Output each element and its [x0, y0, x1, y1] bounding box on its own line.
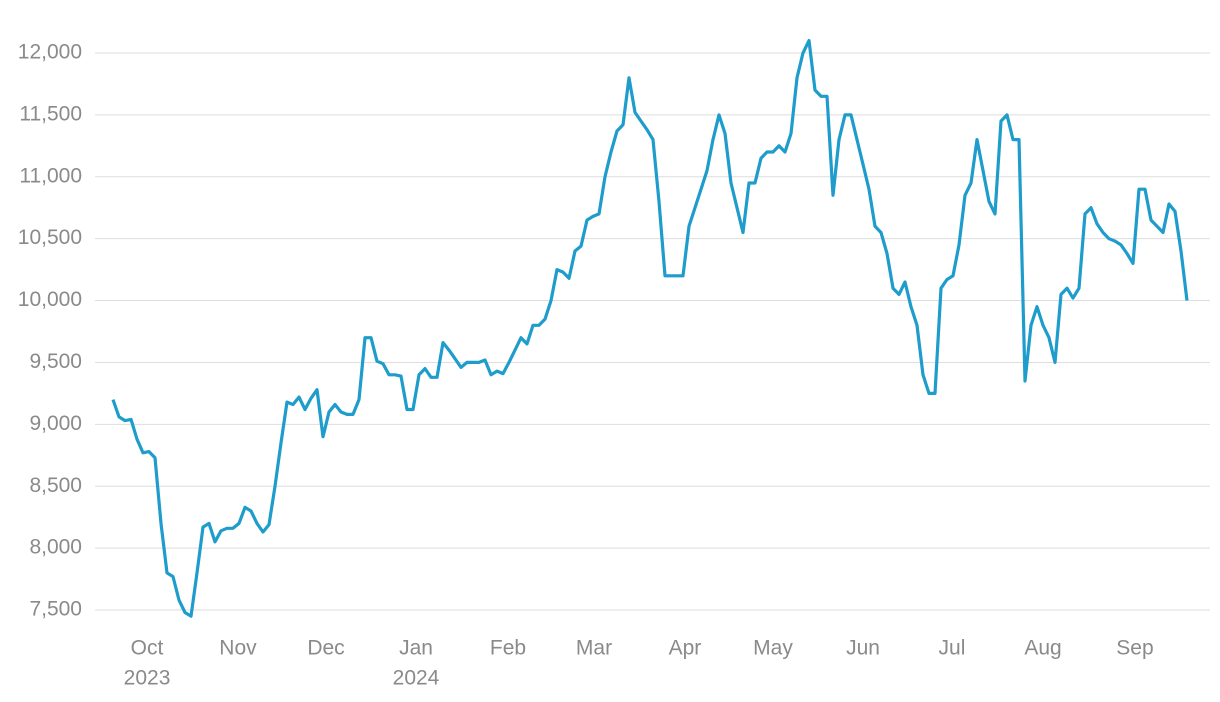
y-tick-label: 8,000 — [29, 536, 82, 559]
line-series — [111, 39, 1189, 618]
x-tick-label: Jun — [846, 637, 880, 660]
y-tick-label: 9,500 — [29, 350, 82, 373]
y-tick-label: 7,500 — [29, 598, 82, 621]
y-tick-label: 10,000 — [18, 288, 82, 311]
x-tick-label: Dec — [307, 637, 344, 660]
x-tick-label: Sep — [1116, 637, 1153, 660]
x-tick-label: Aug — [1024, 637, 1061, 660]
y-tick-label: 12,000 — [18, 41, 82, 64]
x-tick-label: Jan — [399, 637, 433, 660]
x-tick-label: Nov — [219, 637, 257, 660]
x-tick-label: Feb — [490, 637, 526, 660]
y-tick-label: 11,000 — [19, 164, 82, 187]
year-label: 2024 — [393, 667, 440, 690]
x-tick-label: May — [753, 637, 793, 660]
x-tick-label: Mar — [576, 637, 612, 660]
y-tick-label: 11,500 — [19, 102, 82, 125]
x-tick-label: Jul — [939, 637, 966, 660]
y-tick-label: 9,000 — [29, 412, 82, 435]
year-label: 2023 — [124, 667, 171, 690]
x-tick-label: Apr — [669, 637, 702, 660]
x-tick-label: Oct — [131, 637, 164, 660]
y-tick-label: 8,500 — [29, 474, 82, 497]
y-tick-label: 10,500 — [18, 226, 82, 249]
